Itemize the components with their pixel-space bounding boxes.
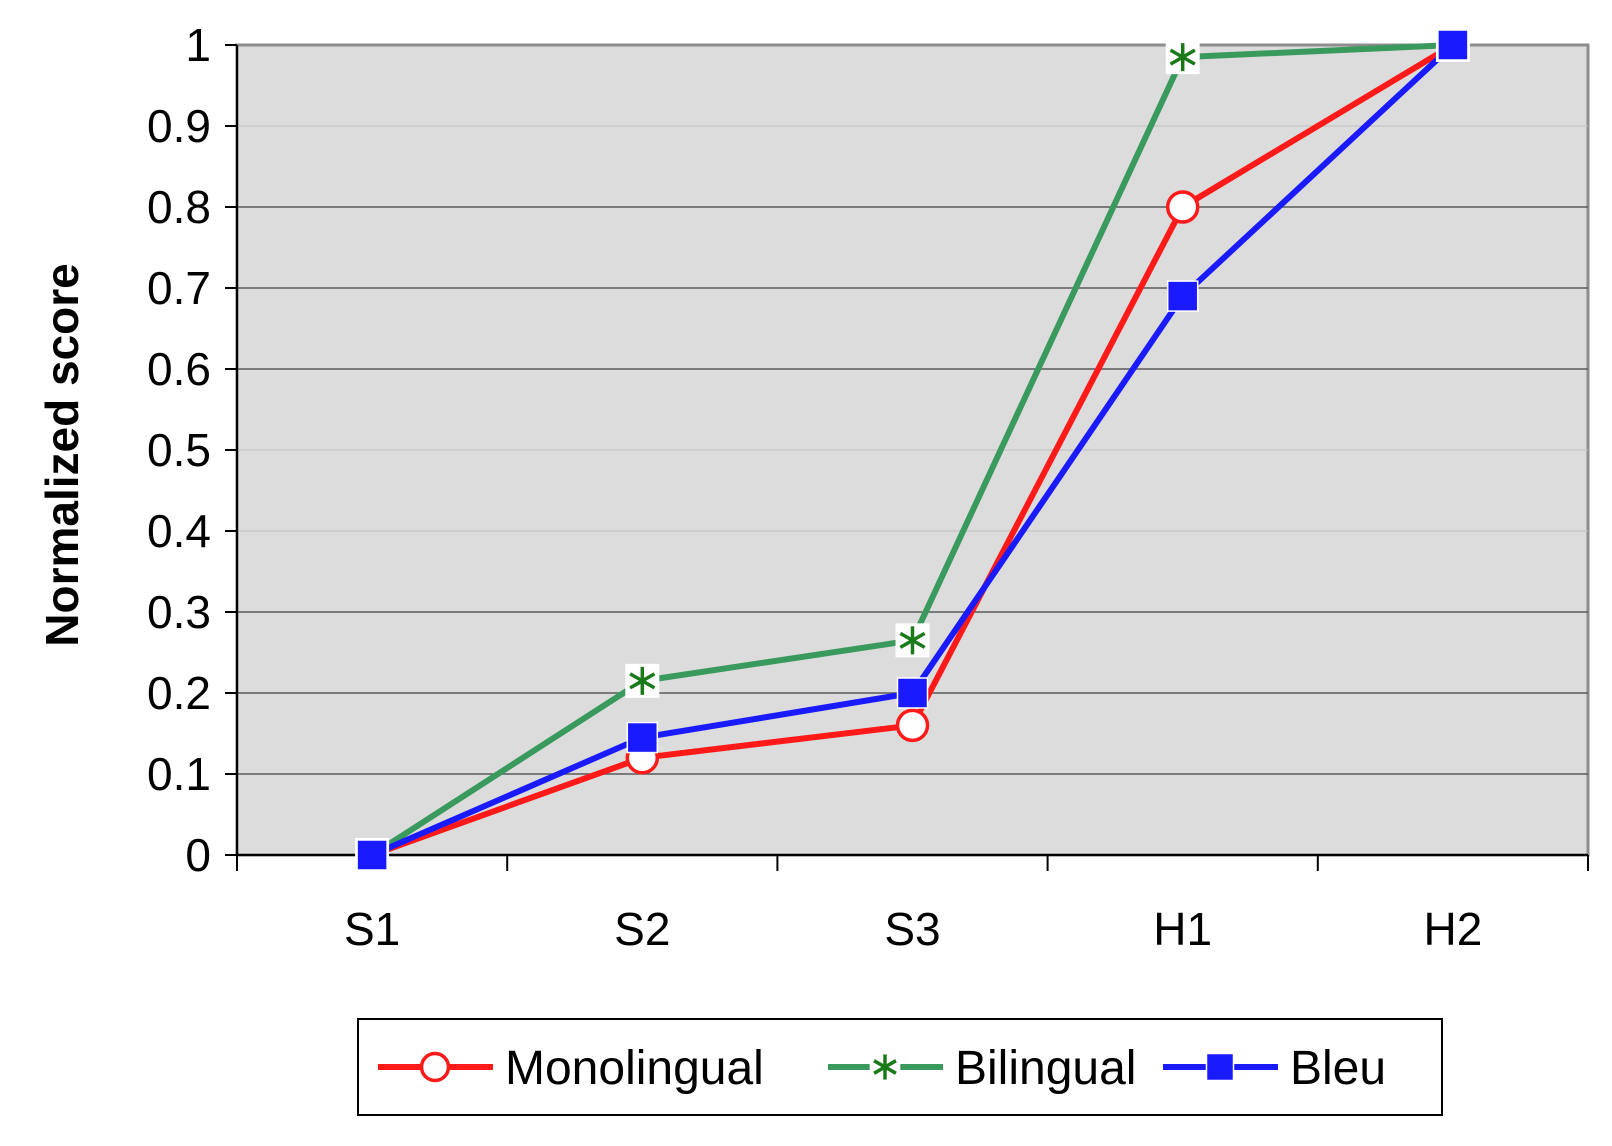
data-point bbox=[896, 677, 929, 709]
marker-stroke bbox=[899, 631, 926, 649]
y-tick-label: 0.1 bbox=[147, 748, 211, 800]
x-tick-label: S3 bbox=[884, 903, 940, 955]
legend-item-monolingual: Monolingual bbox=[378, 1042, 764, 1095]
series-layer bbox=[355, 28, 1470, 872]
y-tick-label: 0.6 bbox=[147, 343, 211, 395]
y-axis: 0 0.1 0.2 0.3 0.4 0.5 0.6 0.7 0.8 0.9 1 bbox=[147, 19, 239, 881]
legend: Monolingual Bilingual Bleu bbox=[357, 1018, 1443, 1116]
data-point bbox=[419, 1051, 451, 1083]
y-tick-label: 1 bbox=[185, 19, 211, 71]
data-point bbox=[895, 623, 930, 658]
data-point bbox=[1165, 190, 1200, 224]
y-tick-label: 0 bbox=[185, 829, 211, 881]
x-tick-label: S2 bbox=[614, 903, 670, 955]
legend-label: Bilingual bbox=[955, 1042, 1136, 1095]
data-point bbox=[1165, 40, 1200, 75]
y-tick-label: 0.9 bbox=[147, 100, 211, 152]
x-axis: S1 S2 S3 H1 H2 bbox=[236, 853, 1589, 955]
y-tick-label: 0.3 bbox=[147, 586, 211, 638]
legend-label: Monolingual bbox=[505, 1042, 764, 1095]
data-point bbox=[1166, 280, 1199, 312]
data-point bbox=[1205, 1052, 1235, 1082]
x-tick-label: H2 bbox=[1423, 903, 1482, 955]
y-tick-label: 0.4 bbox=[147, 505, 211, 557]
series-points-bleu bbox=[356, 29, 1469, 871]
data-point bbox=[626, 721, 659, 754]
legend-label: Bleu bbox=[1290, 1042, 1386, 1095]
x-tick-label: H1 bbox=[1153, 903, 1212, 955]
y-axis-title: Normalized score bbox=[36, 263, 88, 646]
data-point bbox=[1437, 29, 1469, 61]
y-tick-label: 0.2 bbox=[147, 667, 211, 719]
y-tick-label: 0.8 bbox=[147, 181, 211, 233]
legend-item-bilingual: Bilingual bbox=[828, 1042, 1136, 1095]
marker-stroke bbox=[1169, 48, 1196, 66]
marker-stroke bbox=[873, 1059, 897, 1075]
y-tick-label: 0.7 bbox=[147, 262, 211, 314]
x-tick-label: S1 bbox=[344, 903, 400, 955]
marker-stroke bbox=[629, 672, 656, 690]
data-point bbox=[869, 1051, 901, 1083]
data-point bbox=[356, 839, 388, 871]
data-point bbox=[625, 663, 660, 698]
y-tick-label: 0.5 bbox=[147, 424, 211, 476]
legend-item-bleu: Bleu bbox=[1163, 1042, 1386, 1095]
data-point bbox=[895, 708, 930, 743]
